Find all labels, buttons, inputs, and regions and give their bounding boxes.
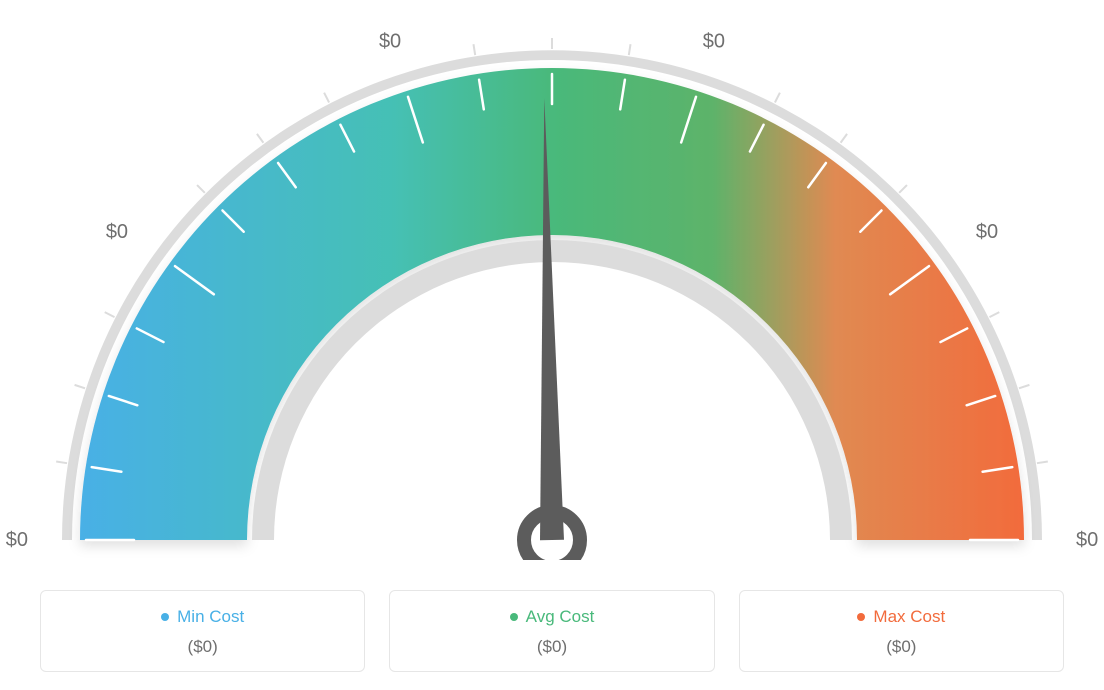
- legend-value-min: ($0): [53, 637, 352, 657]
- legend-label-min: Min Cost: [177, 607, 244, 627]
- legend-card-min: Min Cost ($0): [40, 590, 365, 672]
- legend-dot-max: [857, 613, 865, 621]
- legend-row: Min Cost ($0) Avg Cost ($0) Max Cost ($0…: [40, 590, 1064, 672]
- legend-value-max: ($0): [752, 637, 1051, 657]
- legend-value-avg: ($0): [402, 637, 701, 657]
- legend-card-avg: Avg Cost ($0): [389, 590, 714, 672]
- svg-text:$0: $0: [106, 221, 128, 243]
- svg-text:$0: $0: [1076, 529, 1098, 551]
- cost-gauge: $0 $0 $0 $0 $0 $0: [0, 0, 1104, 560]
- legend-label-max: Max Cost: [873, 607, 945, 627]
- legend-dot-min: [161, 613, 169, 621]
- legend-label-avg: Avg Cost: [526, 607, 595, 627]
- svg-text:$0: $0: [379, 31, 401, 53]
- svg-text:$0: $0: [6, 529, 28, 551]
- legend-dot-avg: [510, 613, 518, 621]
- svg-text:$0: $0: [976, 221, 998, 243]
- legend-card-max: Max Cost ($0): [739, 590, 1064, 672]
- svg-text:$0: $0: [703, 31, 725, 53]
